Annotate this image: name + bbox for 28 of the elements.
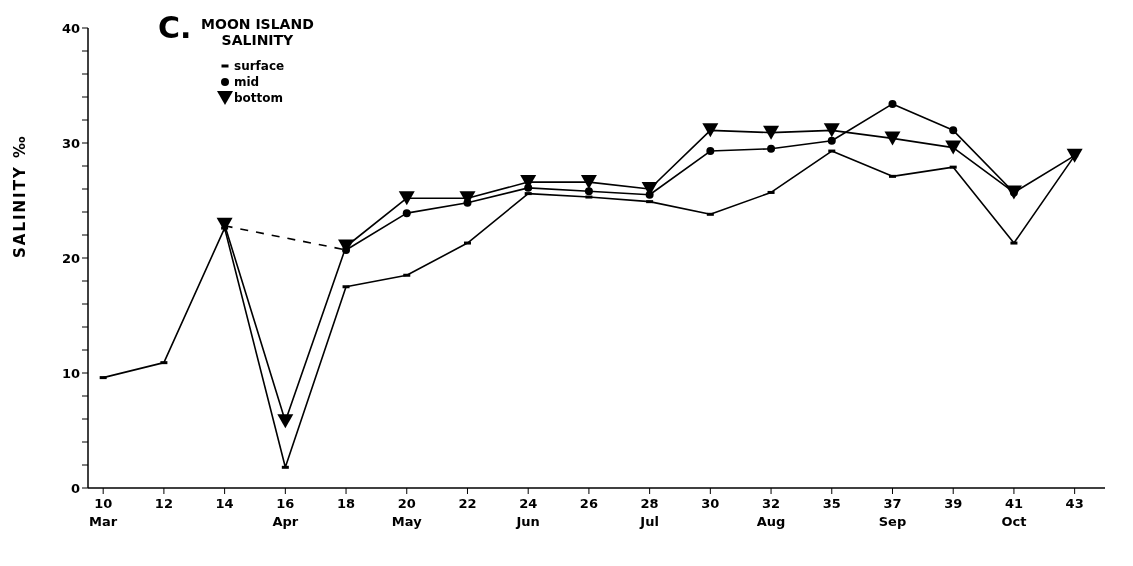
x-tick-label: 20 May [391,496,423,529]
x-tick-label: 22 [458,496,477,511]
legend-label: surface [234,59,285,73]
x-tick-label: 41 Oct [1001,496,1027,529]
y-tick-label: 10 [61,365,80,381]
x-tick-label: 28 Jul [639,496,659,529]
x-tick-label: 10 Mar [89,496,118,529]
x-tick-label: 39 [944,496,963,511]
x-tick-label: 43 [1065,496,1084,511]
y-tick-label: 20 [61,250,80,266]
x-tick-label: 16 Apr [272,496,299,529]
chart-title: MOON ISLAND SALINITY [200,16,315,48]
x-tick-label: 37 Sep [878,496,907,529]
y-axis-title: SALINITY ‰ [11,134,30,258]
x-tick-label: 18 [337,496,356,511]
y-tick-label: 0 [70,480,80,496]
x-tick-label: 30 [701,496,720,511]
x-tick-label: 26 [579,496,598,511]
x-tick-label: 14 [215,496,234,511]
legend-label: bottom [234,91,284,105]
y-tick-label: 30 [61,135,80,151]
legend-label: mid [234,75,260,89]
x-tick-label: 32 Aug [756,496,786,529]
y-tick-label: 40 [61,20,80,36]
x-tick-label: 35 [822,496,841,511]
x-tick-label: 24 Jun [515,496,540,529]
x-tick-label: 12 [154,496,173,511]
annotation: C. [158,10,192,45]
